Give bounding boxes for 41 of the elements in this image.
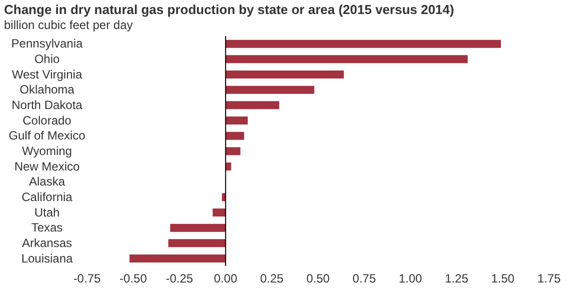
x-tick-label: 0.75: [352, 272, 376, 286]
x-tick-label: 1.00: [398, 272, 422, 286]
bar: [212, 208, 226, 216]
x-tick-label: 0.25: [260, 272, 284, 286]
y-tick-label: Ohio: [34, 52, 60, 66]
bar: [226, 162, 232, 170]
x-tick-label: 1.75: [537, 272, 561, 286]
x-tick-label: 0.50: [306, 272, 330, 286]
bar: [170, 224, 226, 232]
y-tick-label: North Dakota: [12, 98, 83, 112]
x-tick-label: -0.50: [120, 272, 148, 286]
chart-title: Change in dry natural gas production by state or area (2015 versus 2014): [4, 2, 454, 17]
y-tick-label: Utah: [34, 205, 60, 220]
y-tick-label: Texas: [31, 220, 63, 235]
bar: [226, 40, 501, 48]
bar: [226, 101, 280, 110]
y-tick-label: California: [22, 190, 73, 204]
x-tick-label: 1.25: [444, 272, 469, 286]
bar: [226, 86, 314, 94]
x-tick-label: 1.50: [491, 272, 515, 286]
chart-subtitle: billion cubic feet per day: [4, 18, 133, 32]
bar: [226, 55, 468, 64]
y-tick-label: Pennsylvania: [11, 36, 84, 51]
y-tick-label: New Mexico: [14, 159, 80, 174]
bar: [168, 239, 226, 248]
bar: [226, 132, 244, 140]
bar: [226, 70, 344, 78]
x-tick-label: 0.00: [214, 272, 238, 286]
y-tick-label: Alaska: [28, 174, 66, 189]
bar: [226, 116, 248, 124]
y-tick-label: Louisiana: [21, 251, 74, 266]
y-tick-label: Arkansas: [22, 236, 72, 250]
y-tick-label: Wyoming: [22, 144, 72, 158]
y-tick-label: Colorado: [22, 113, 72, 128]
x-tick-label: -0.75: [73, 272, 101, 286]
x-tick-label: -0.25: [166, 272, 194, 286]
y-tick-label: Gulf of Mexico: [8, 128, 86, 143]
y-tick-label: Oklahoma: [20, 82, 75, 97]
bar: [226, 147, 240, 156]
bar: [130, 254, 226, 262]
y-tick-label: West Virginia: [12, 67, 82, 82]
